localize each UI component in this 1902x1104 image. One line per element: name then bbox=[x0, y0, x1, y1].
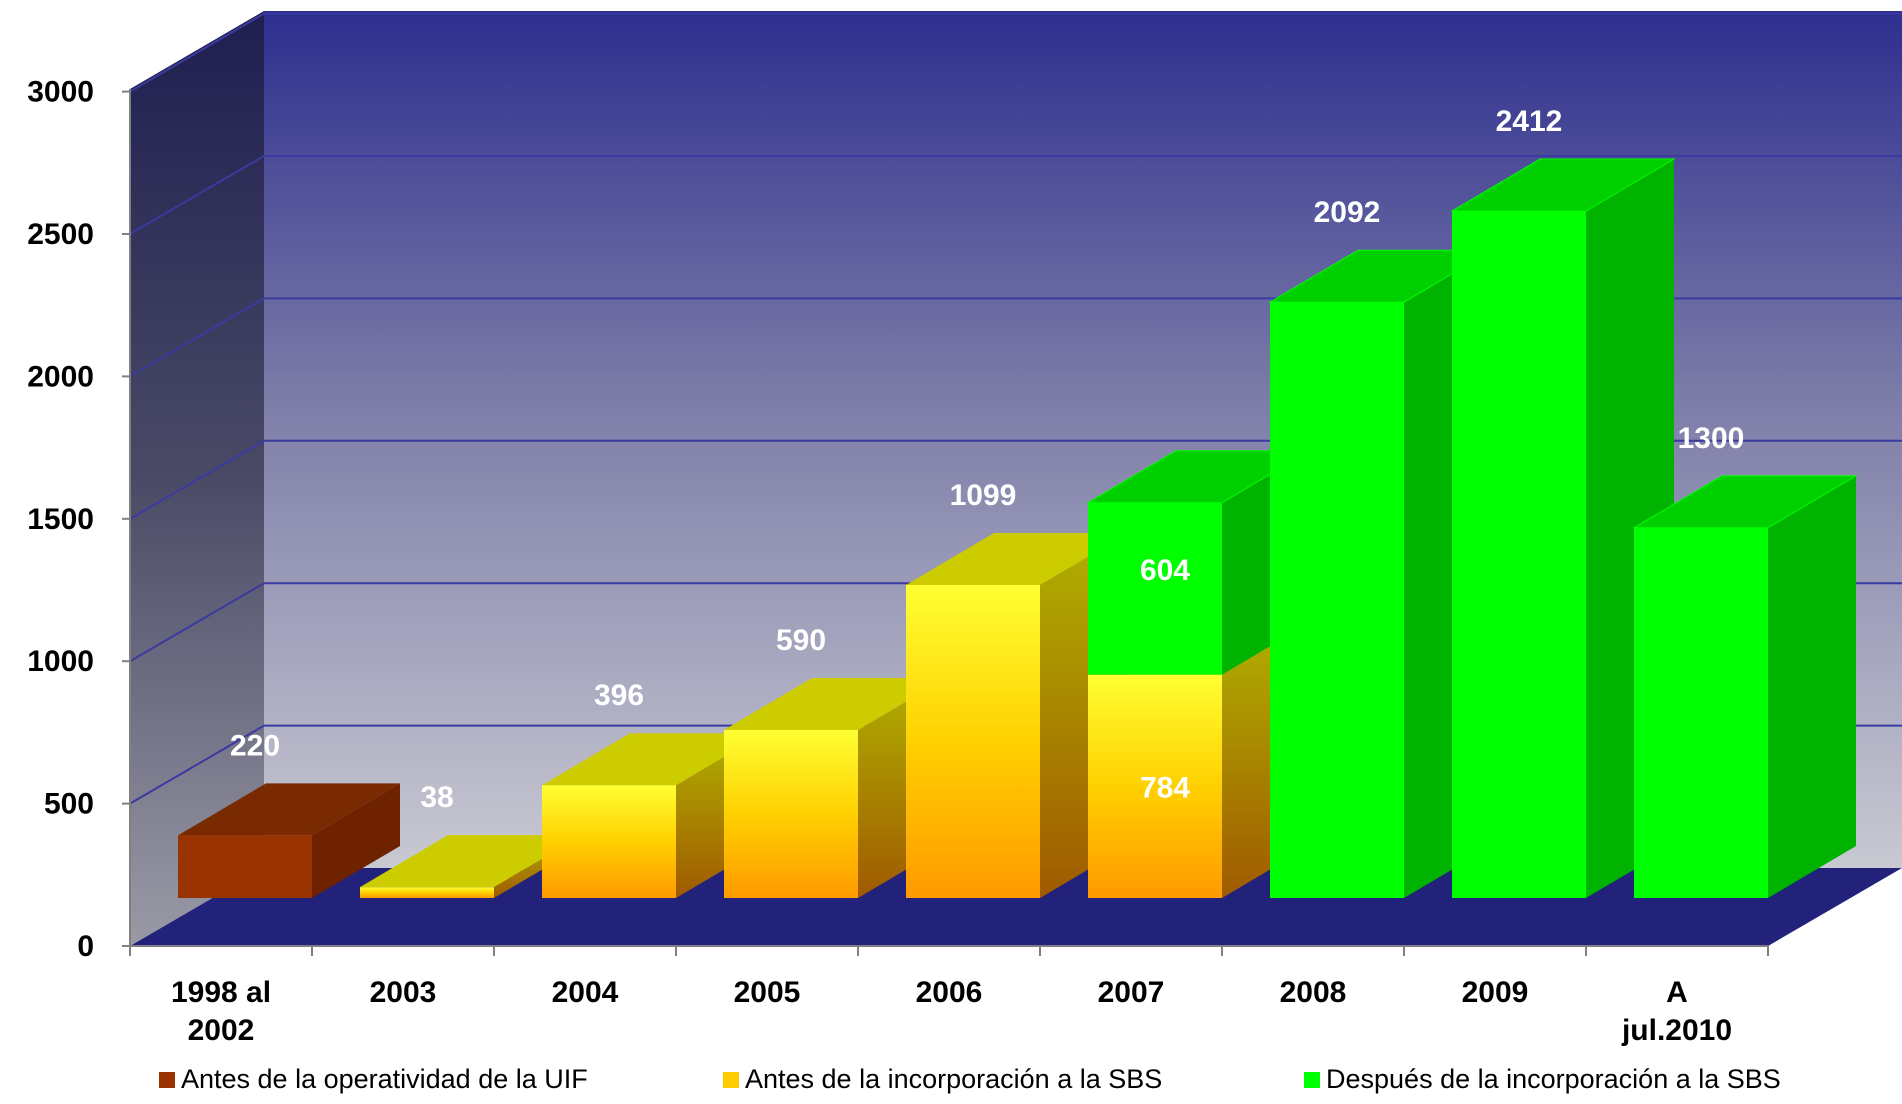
y-tick-label: 1000 bbox=[27, 645, 94, 678]
category-label: A bbox=[1666, 976, 1688, 1009]
bar-front-1-4 bbox=[906, 585, 1040, 898]
legend-item-despues-sbs: Después de la incorporación a la SBS bbox=[1304, 1064, 1781, 1095]
y-tick-label: 0 bbox=[77, 930, 94, 963]
category-label: 2003 bbox=[370, 976, 437, 1009]
legend-label: Antes de la operatividad de la UIF bbox=[181, 1064, 588, 1094]
y-tick-label: 3000 bbox=[27, 76, 94, 109]
bar-side-2-8 bbox=[1768, 475, 1856, 898]
data-label: 1300 bbox=[1678, 422, 1745, 455]
bar-top-0-0 bbox=[178, 783, 400, 836]
gridline-side bbox=[129, 439, 265, 520]
y-tick-label: 2500 bbox=[27, 218, 94, 251]
gridline-side bbox=[129, 724, 265, 805]
bar-top-1-2 bbox=[542, 733, 764, 786]
bar-top-1-4 bbox=[906, 533, 1128, 586]
legend-swatch-green bbox=[1304, 1071, 1320, 1088]
data-label: 1099 bbox=[950, 479, 1017, 512]
y-tick-label: 2000 bbox=[27, 360, 94, 393]
bar-front-1-1 bbox=[360, 887, 494, 898]
bar-front-2-8 bbox=[1634, 527, 1768, 898]
bar-front-2-7 bbox=[1452, 211, 1586, 899]
bar-top-1-1 bbox=[360, 835, 582, 888]
data-label: 396 bbox=[594, 679, 644, 712]
data-label: 38 bbox=[420, 781, 453, 814]
category-label: 2006 bbox=[916, 976, 983, 1009]
category-label: 2005 bbox=[734, 976, 801, 1009]
gridline-side bbox=[129, 582, 265, 663]
data-label: 2092 bbox=[1314, 196, 1381, 229]
y-tick-label: 1500 bbox=[27, 503, 94, 536]
data-label: 604 bbox=[1140, 554, 1190, 587]
category-label: 2004 bbox=[552, 976, 619, 1009]
gridline-side bbox=[129, 12, 265, 93]
category-label: 2008 bbox=[1280, 976, 1347, 1009]
category-label: jul.2010 bbox=[1621, 1014, 1732, 1047]
legend-label: Después de la incorporación a la SBS bbox=[1326, 1064, 1781, 1094]
side-wall bbox=[130, 11, 264, 946]
legend-item-antes-uif: Antes de la operatividad de la UIF bbox=[159, 1064, 588, 1095]
bar-front-1-3 bbox=[724, 729, 858, 898]
bar-front-0-0 bbox=[178, 835, 312, 898]
data-label: 220 bbox=[230, 729, 280, 762]
category-label: 2009 bbox=[1462, 976, 1529, 1009]
bar-front-1-2 bbox=[542, 785, 676, 898]
legend-label: Antes de la incorporación a la SBS bbox=[745, 1064, 1163, 1094]
bar-side-0-0 bbox=[312, 783, 400, 898]
data-label: 2412 bbox=[1496, 105, 1563, 138]
x-axis-ticks bbox=[129, 946, 1769, 956]
data-labels: 220 38 396 590 1099 604 784 2092 2412 1300 bbox=[230, 105, 1744, 814]
data-label: 784 bbox=[1140, 772, 1190, 805]
bar-top-1-3 bbox=[724, 677, 946, 730]
bar-front-1-5 bbox=[1088, 674, 1222, 898]
bar-front-2-5 bbox=[1088, 502, 1222, 675]
y-axis-ticks: 0 500 1000 1500 2000 2500 3000 bbox=[27, 76, 130, 963]
gridline-side bbox=[129, 297, 265, 378]
legend-item-antes-sbs: Antes de la incorporación a la SBS bbox=[723, 1064, 1162, 1095]
category-label: 2007 bbox=[1098, 976, 1165, 1009]
legend: Antes de la operatividad de la UIF Antes… bbox=[0, 1064, 1902, 1100]
legend-swatch-brown bbox=[159, 1071, 175, 1088]
data-label: 590 bbox=[776, 624, 826, 657]
bars-group bbox=[178, 158, 1858, 899]
category-labels: 1998 al 2002 2003 2004 2005 2006 2007 2008 2009 A… bbox=[171, 976, 1732, 1047]
bar-front-2-6 bbox=[1270, 302, 1404, 899]
category-label: 2002 bbox=[188, 1014, 255, 1047]
y-tick-label: 500 bbox=[44, 788, 94, 821]
category-label: 1998 al bbox=[171, 976, 271, 1009]
legend-swatch-yellow bbox=[723, 1071, 739, 1088]
gridlines-side bbox=[129, 12, 265, 805]
gridline-side bbox=[129, 155, 265, 235]
